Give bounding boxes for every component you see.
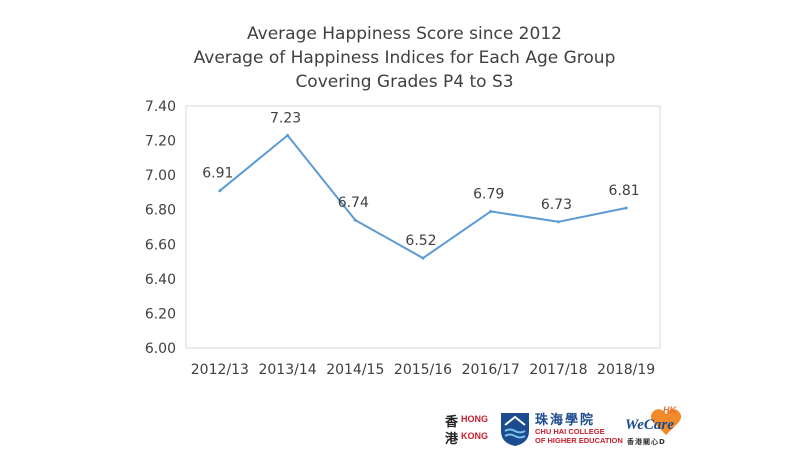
data-point bbox=[421, 256, 425, 260]
chart-title-line-3: Covering Grades P4 to S3 bbox=[295, 72, 514, 92]
hk-logo-en-2: KONG bbox=[461, 431, 488, 441]
chu-hai-name-zh: 珠海學院 bbox=[535, 413, 596, 428]
x-tick-label: 2016/17 bbox=[462, 362, 520, 378]
data-point bbox=[556, 220, 560, 224]
hk-logo-en-1: HONG bbox=[461, 414, 488, 424]
y-tick-label: 6.80 bbox=[145, 203, 176, 219]
chu-hai-crest-icon bbox=[501, 413, 529, 446]
x-tick-label: 2013/14 bbox=[258, 362, 316, 378]
y-tick-label: 7.40 bbox=[145, 99, 176, 115]
y-tick-label: 6.60 bbox=[145, 237, 176, 253]
data-label: 6.73 bbox=[541, 197, 572, 213]
x-tick-label: 2015/16 bbox=[394, 362, 452, 378]
data-point bbox=[489, 209, 493, 213]
we-care-heart-icon bbox=[650, 409, 682, 435]
chart-title-line-2: Average of Happiness Indices for Each Ag… bbox=[193, 48, 616, 68]
x-tick-label: 2018/19 bbox=[597, 362, 655, 378]
y-tick-label: 6.20 bbox=[145, 306, 176, 322]
data-point bbox=[353, 218, 357, 222]
hong-kong-logo: 香 HONG 港 KONG bbox=[445, 411, 491, 447]
data-label: 6.81 bbox=[609, 183, 640, 199]
hk-logo-char-1: 香 bbox=[445, 415, 459, 430]
data-label: 7.23 bbox=[270, 110, 301, 126]
plot-frame bbox=[185, 105, 661, 349]
data-label: 6.74 bbox=[338, 195, 369, 211]
data-point bbox=[218, 189, 222, 193]
chu-hai-college-logo: 珠海學院 CHU HAI COLLEGE OF HIGHER EDUCATION bbox=[499, 409, 639, 449]
y-tick-label: 6.00 bbox=[145, 341, 176, 357]
we-care-subtitle: 香港關心D bbox=[627, 438, 666, 446]
data-point bbox=[624, 206, 628, 210]
chart-title-line-1: Average Happiness Score since 2012 bbox=[247, 24, 562, 44]
we-care-logo: WeCare HK 香港關心D bbox=[623, 405, 713, 451]
hk-logo-char-2: 港 bbox=[445, 432, 459, 447]
y-tick-label: 6.40 bbox=[145, 272, 176, 288]
x-tick-label: 2017/18 bbox=[529, 362, 587, 378]
chu-hai-name-en-1: CHU HAI COLLEGE bbox=[535, 427, 605, 436]
we-care-name: WeCare bbox=[625, 417, 674, 433]
y-tick-label: 7.20 bbox=[145, 134, 176, 150]
x-tick-label: 2012/13 bbox=[191, 362, 249, 378]
we-care-hk-tag: HK bbox=[663, 405, 676, 415]
y-tick-label: 7.00 bbox=[145, 168, 176, 184]
x-tick-label: 2014/15 bbox=[326, 362, 384, 378]
data-label: 6.91 bbox=[202, 166, 233, 182]
data-label: 6.52 bbox=[405, 233, 436, 249]
chu-hai-name-en-2: OF HIGHER EDUCATION bbox=[535, 436, 623, 445]
logo-strip: 香 HONG 港 KONG 珠海學院 CHU HAI COLLEGE OF HI… bbox=[445, 405, 805, 453]
data-label: 6.79 bbox=[473, 186, 504, 202]
data-point bbox=[286, 133, 290, 137]
